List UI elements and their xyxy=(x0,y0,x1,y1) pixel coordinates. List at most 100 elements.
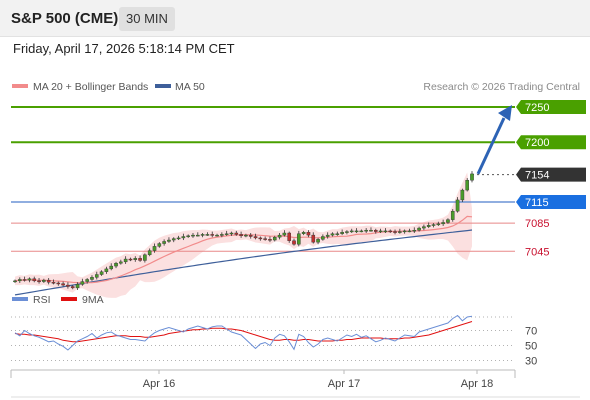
candle-body xyxy=(335,233,340,235)
candle-body xyxy=(277,234,282,238)
interval-button[interactable]: 30 MIN xyxy=(119,7,175,31)
candle-body xyxy=(90,277,94,280)
candle-body xyxy=(282,232,287,236)
candle-body xyxy=(133,258,138,260)
candle-body xyxy=(128,258,133,261)
candle-body xyxy=(354,230,359,233)
candle-body xyxy=(321,236,325,240)
candle-body xyxy=(162,241,166,244)
candle-body xyxy=(234,232,239,235)
candle-body xyxy=(51,282,56,284)
candle-body xyxy=(388,230,393,233)
candle-body xyxy=(446,219,450,223)
candle-body xyxy=(191,234,195,237)
candle-body xyxy=(345,231,349,233)
candle-body xyxy=(465,180,469,191)
candle-body xyxy=(349,230,354,233)
candle-body xyxy=(119,261,123,264)
candle-body xyxy=(46,279,51,283)
candle-body xyxy=(143,254,147,261)
rsi-ma-legend-label: 9MA xyxy=(82,294,104,306)
candle-body xyxy=(383,230,388,233)
candle-body xyxy=(195,234,200,237)
candle-body xyxy=(42,279,46,282)
candle-body xyxy=(70,286,75,289)
ma20-legend-swatch xyxy=(12,84,28,88)
candle-body xyxy=(272,237,277,241)
rsi-legend-label: RSI xyxy=(33,294,51,306)
candle-body xyxy=(22,279,27,281)
candle-body xyxy=(66,284,70,287)
candle-body xyxy=(364,229,368,232)
candle-body xyxy=(292,240,296,245)
x-tick-label: Apr 17 xyxy=(328,378,360,390)
level-label-7045: 7045 xyxy=(525,246,549,258)
candle-body xyxy=(104,268,109,272)
rsi-ma-legend-swatch xyxy=(61,297,77,301)
candle-body xyxy=(450,210,455,220)
level-tag-7154 xyxy=(516,167,586,182)
candle-body xyxy=(75,284,80,289)
candle-body xyxy=(123,258,128,263)
level-label-7250: 7250 xyxy=(525,102,549,114)
level-label-7200: 7200 xyxy=(525,137,549,149)
candle-body xyxy=(301,232,306,234)
candle-body xyxy=(378,230,383,233)
candle-body xyxy=(311,234,316,243)
level-tag-7115 xyxy=(516,195,586,210)
candle-body xyxy=(393,231,397,233)
candle-body xyxy=(470,173,474,181)
candle-body xyxy=(244,234,248,237)
candle-body xyxy=(152,246,157,251)
candle-body xyxy=(229,232,234,235)
candle-body xyxy=(138,258,142,261)
level-tag-7250 xyxy=(516,100,586,115)
candle-body xyxy=(263,238,267,240)
candle-body xyxy=(37,280,41,283)
candle-body xyxy=(325,234,330,237)
candle-body xyxy=(85,279,89,282)
candle-body xyxy=(94,274,99,278)
candle-body xyxy=(436,223,441,226)
candle-body xyxy=(398,231,402,233)
x-tick-label: Apr 16 xyxy=(143,378,175,390)
rsi-ma-line xyxy=(14,321,473,343)
candle-body xyxy=(200,234,205,236)
rsi-plot: 70 50 30 xyxy=(11,314,537,368)
candle-body xyxy=(297,233,301,245)
candle-body xyxy=(431,224,436,226)
candle-body xyxy=(176,237,181,240)
candle-body xyxy=(258,237,263,240)
candle-body xyxy=(412,229,417,232)
candle-body xyxy=(441,222,445,225)
chart-header: S&P 500 (CME) 30 MIN xyxy=(0,0,590,37)
copyright-notice: Research © 2026 Trading Central xyxy=(423,81,580,93)
candle-body xyxy=(18,279,22,282)
rsi-line xyxy=(14,314,473,351)
candle-body xyxy=(205,234,210,236)
candle-body xyxy=(369,229,373,232)
price-plot: 7250 7200 7154 7115 7085 7045 xyxy=(11,100,586,298)
level-tag-7200 xyxy=(516,135,586,150)
candle-body xyxy=(32,278,37,282)
candle-body xyxy=(373,229,378,232)
candle-body xyxy=(422,226,426,229)
instrument-title: S&P 500 (CME) xyxy=(11,10,119,27)
candle-body xyxy=(253,236,258,239)
rsi-level-label-30: 30 xyxy=(525,356,537,368)
candle-body xyxy=(210,234,215,236)
candle-body xyxy=(99,271,104,275)
candle-body xyxy=(359,230,364,233)
chart-datetime: Friday, April 17, 2026 5:18:14 PM CET xyxy=(13,41,235,56)
candle-body xyxy=(402,230,407,233)
candle-body xyxy=(460,189,465,201)
candle-body xyxy=(426,225,431,227)
candle-body xyxy=(186,235,190,238)
candle-body xyxy=(220,234,224,236)
candle-body xyxy=(61,283,65,286)
rsi-level-label-70: 70 xyxy=(525,326,537,338)
candle-body xyxy=(306,232,311,236)
candle-body xyxy=(13,280,17,283)
candle-body xyxy=(287,232,292,241)
